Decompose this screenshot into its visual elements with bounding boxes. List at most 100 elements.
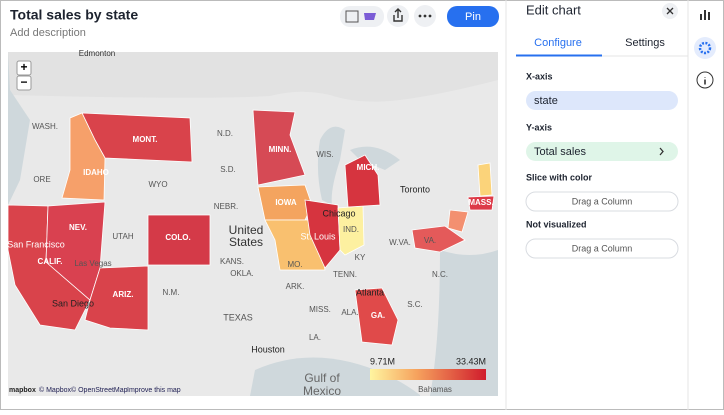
pin-button[interactable]	[447, 6, 499, 27]
map-label: N.M.	[163, 288, 180, 297]
map-label: KANS.	[220, 257, 244, 266]
map-label: MASS.	[468, 198, 493, 207]
map-label: Toronto	[400, 184, 430, 194]
map: Edmonton WASH. MONT. N.D. MINN. ORE IDAHO WYO S.…	[7, 49, 498, 398]
atlantic	[430, 250, 498, 396]
attribution-mapbox[interactable]: © Mapbox	[39, 386, 72, 394]
map-label: WIS.	[316, 150, 333, 159]
chevron-icon	[659, 147, 664, 156]
map-label: Gulf of	[304, 371, 340, 385]
map-label: MO.	[287, 260, 302, 269]
map-label: San Francisco	[7, 239, 65, 249]
map-label: IND.	[343, 225, 359, 234]
section-label: Y-axis	[526, 122, 552, 132]
map-label: TEXAS	[223, 312, 253, 322]
column-pill-label[interactable]: state	[534, 95, 558, 107]
state-ga	[354, 287, 399, 346]
chart-icon[interactable]	[700, 10, 710, 20]
attribution-osm[interactable]: © OpenStreetMap	[71, 386, 128, 394]
column-pill[interactable]	[526, 142, 678, 161]
close-icon	[666, 7, 674, 15]
map-label: ARK.	[286, 282, 305, 291]
map-label: TENN.	[333, 270, 357, 279]
state-mich	[344, 154, 381, 208]
attribution-improve[interactable]: Improve this map	[127, 387, 181, 394]
state-minn	[252, 109, 306, 186]
zoom-in[interactable]	[16, 60, 32, 76]
state-mass	[467, 195, 495, 211]
map-label: Houston	[251, 344, 285, 354]
map-label: Edmonton	[79, 49, 115, 58]
column-pill[interactable]	[525, 191, 679, 212]
map-label: UTAH	[112, 232, 133, 241]
map-label: MINN.	[269, 145, 292, 154]
map-label: Mexico	[303, 384, 341, 398]
map-label: OKLA.	[230, 269, 254, 278]
mapbox-logo: mapbox	[9, 387, 36, 394]
zoom-out-label[interactable]: −	[20, 75, 27, 89]
state-ariz	[84, 265, 149, 331]
map-label: W.VA.	[389, 238, 411, 247]
map-label: WASH.	[32, 122, 58, 131]
canada	[8, 52, 498, 102]
map-label: COLO.	[165, 233, 190, 242]
state-idaho	[61, 112, 106, 201]
map-label: NEBR.	[214, 202, 238, 211]
map-icon	[364, 13, 376, 20]
map-label: Las Vegas	[74, 259, 111, 268]
legend-max: 33.43M	[456, 356, 486, 366]
gear-icon	[698, 41, 712, 55]
map-label: N.C.	[432, 270, 448, 279]
map-label: San Diego	[52, 298, 94, 308]
state-nj	[447, 209, 469, 233]
map-label: S.C.	[407, 300, 423, 309]
title[interactable]: Total sales by state	[10, 7, 138, 23]
section-label: X-axis	[526, 71, 553, 81]
zoom-out[interactable]	[16, 75, 32, 91]
column-pill[interactable]	[526, 91, 678, 110]
map-label: CALIF.	[38, 257, 63, 266]
section-label: Slice with color	[526, 172, 593, 182]
column-pill-label[interactable]: Drag a Column	[572, 196, 633, 206]
map-label: ARIZ.	[113, 290, 134, 299]
share-icon	[393, 8, 403, 22]
tab-configure[interactable]: Configure	[534, 37, 582, 49]
info-button[interactable]	[696, 71, 714, 89]
pin-label[interactable]: Pin	[465, 11, 481, 23]
column-pill-label[interactable]: Drag a Column	[572, 243, 633, 253]
legend-bar	[370, 369, 486, 380]
map-label: WYO	[148, 180, 167, 189]
table-icon	[345, 10, 359, 23]
zoom-in-label[interactable]: +	[20, 60, 27, 74]
state-colo	[147, 214, 211, 266]
map-label: LA.	[309, 333, 321, 342]
states	[7, 109, 495, 346]
map-label: IOWA	[275, 198, 297, 207]
map-label: VA.	[424, 236, 436, 245]
map-label: MONT.	[133, 135, 158, 144]
tab-settings[interactable]: Settings	[625, 37, 665, 49]
gulf	[250, 357, 420, 396]
column-pill-label[interactable]: Total sales	[534, 146, 586, 158]
map-label: ALA.	[341, 308, 358, 317]
legend-min: 9.71M	[370, 356, 395, 366]
state-vt	[477, 162, 493, 197]
config-button[interactable]	[694, 37, 716, 59]
map-label: MISS.	[309, 305, 331, 314]
map-label: NEV.	[69, 223, 87, 232]
section-label: Not visualized	[526, 219, 587, 229]
great-lakes	[317, 126, 400, 205]
description[interactable]: Add description	[10, 27, 86, 39]
map-label: United	[229, 223, 264, 237]
map-label: Chicago	[322, 208, 355, 218]
map-label: IDAHO	[83, 168, 109, 177]
state-ill	[304, 199, 341, 269]
more-icon	[418, 14, 432, 18]
sidebar	[694, 10, 716, 89]
map-label: S.D.	[220, 165, 236, 174]
panel-title: Edit chart	[526, 2, 581, 17]
map-label: St. Louis	[300, 231, 336, 241]
chart-type-toggle[interactable]	[340, 6, 384, 27]
map-label: GA.	[371, 311, 385, 320]
column-pill[interactable]	[525, 238, 679, 259]
